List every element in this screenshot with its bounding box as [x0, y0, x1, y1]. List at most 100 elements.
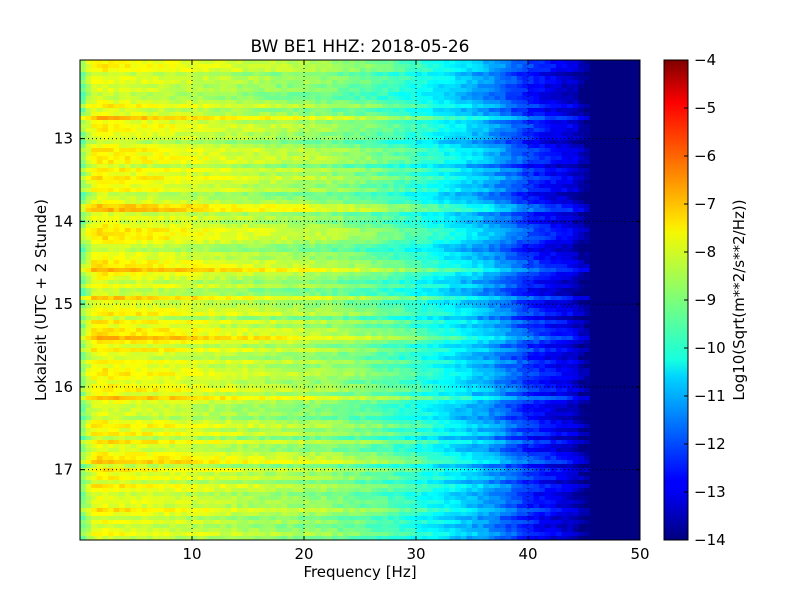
heatmap-cell — [444, 140, 451, 145]
heatmap-cell — [236, 160, 243, 165]
heatmap-cell — [169, 196, 176, 201]
heatmap-cell — [522, 120, 529, 125]
heatmap-cell — [276, 92, 283, 97]
heatmap-cell — [354, 68, 361, 73]
heatmap-cell — [270, 188, 277, 193]
heatmap-cell — [152, 256, 159, 261]
heatmap-cell — [264, 64, 271, 69]
heatmap-cell — [561, 64, 568, 69]
heatmap-cell — [528, 212, 535, 217]
heatmap-cell — [253, 204, 260, 209]
heatmap-cell — [376, 80, 383, 85]
heatmap-cell — [578, 88, 585, 93]
heatmap-cell — [253, 196, 260, 201]
heatmap-cell — [253, 132, 260, 137]
heatmap-cell — [108, 76, 115, 81]
heatmap-cell — [522, 172, 529, 177]
heatmap-cell — [287, 256, 294, 261]
heatmap-cell — [152, 112, 159, 117]
heatmap-cell — [147, 204, 154, 209]
heatmap-cell — [561, 72, 568, 77]
heatmap-cell — [320, 104, 327, 109]
heatmap-cell — [494, 220, 501, 225]
heatmap-cell — [264, 136, 271, 141]
heatmap-cell — [180, 172, 187, 177]
heatmap-cell — [511, 84, 518, 89]
heatmap-cell — [612, 252, 619, 257]
heatmap-cell — [550, 240, 557, 245]
heatmap-cell — [466, 160, 473, 165]
heatmap-cell — [141, 68, 148, 73]
heatmap-cell — [348, 120, 355, 125]
heatmap-cell — [276, 180, 283, 185]
heatmap-cell — [567, 132, 574, 137]
heatmap-cell — [158, 228, 165, 233]
heatmap-cell — [606, 84, 613, 89]
heatmap-cell — [606, 228, 613, 233]
heatmap-cell — [264, 132, 271, 137]
heatmap-cell — [259, 100, 266, 105]
heatmap-cell — [169, 252, 176, 257]
heatmap-cell — [612, 104, 619, 109]
heatmap-cell — [214, 132, 221, 137]
heatmap-cell — [516, 108, 523, 113]
heatmap-cell — [348, 156, 355, 161]
heatmap-cell — [600, 148, 607, 153]
heatmap-cell — [180, 184, 187, 189]
heatmap-cell — [158, 184, 165, 189]
heatmap-cell — [500, 124, 507, 129]
heatmap-cell — [584, 124, 591, 129]
heatmap-cell — [108, 144, 115, 149]
heatmap-cell — [516, 232, 523, 237]
heatmap-cell — [432, 100, 439, 105]
heatmap-cell — [214, 108, 221, 113]
heatmap-cell — [516, 188, 523, 193]
heatmap-cell — [337, 104, 344, 109]
heatmap-cell — [365, 228, 372, 233]
heatmap-cell — [287, 120, 294, 125]
heatmap-cell — [248, 132, 255, 137]
heatmap-cell — [444, 96, 451, 101]
heatmap-cell — [113, 76, 120, 81]
heatmap-cell — [192, 96, 199, 101]
heatmap-cell — [136, 256, 143, 261]
heatmap-cell — [606, 68, 613, 73]
heatmap-cell — [612, 248, 619, 253]
heatmap-cell — [544, 64, 551, 69]
heatmap-cell — [410, 64, 417, 69]
heatmap-cell — [410, 228, 417, 233]
heatmap-cell — [628, 116, 635, 121]
heatmap-cell — [124, 72, 131, 77]
heatmap-cell — [488, 80, 495, 85]
heatmap-cell — [91, 132, 98, 137]
heatmap-cell — [460, 88, 467, 93]
heatmap-cell — [600, 120, 607, 125]
heatmap-cell — [617, 72, 624, 77]
heatmap-cell — [488, 164, 495, 169]
heatmap-cell — [522, 136, 529, 141]
heatmap-cell — [483, 116, 490, 121]
heatmap-cell — [404, 100, 411, 105]
heatmap-cell — [91, 96, 98, 101]
heatmap-cell — [449, 244, 456, 249]
heatmap-cell — [80, 236, 87, 241]
heatmap-cell — [382, 184, 389, 189]
heatmap-cell — [292, 136, 299, 141]
heatmap-cell — [124, 148, 131, 153]
heatmap-cell — [376, 244, 383, 249]
heatmap-cell — [477, 200, 484, 205]
heatmap-cell — [382, 180, 389, 185]
heatmap-cell — [472, 232, 479, 237]
heatmap-cell — [231, 248, 238, 253]
heatmap-cell — [96, 220, 103, 225]
heatmap-cell — [96, 168, 103, 173]
heatmap-cell — [505, 160, 512, 165]
heatmap-cell — [304, 80, 311, 85]
heatmap-cell — [147, 124, 154, 129]
heatmap-cell — [332, 88, 339, 93]
heatmap-cell — [203, 180, 210, 185]
heatmap-cell — [197, 236, 204, 241]
heatmap-cell — [494, 128, 501, 133]
heatmap-cell — [236, 192, 243, 197]
heatmap-cell — [528, 244, 535, 249]
